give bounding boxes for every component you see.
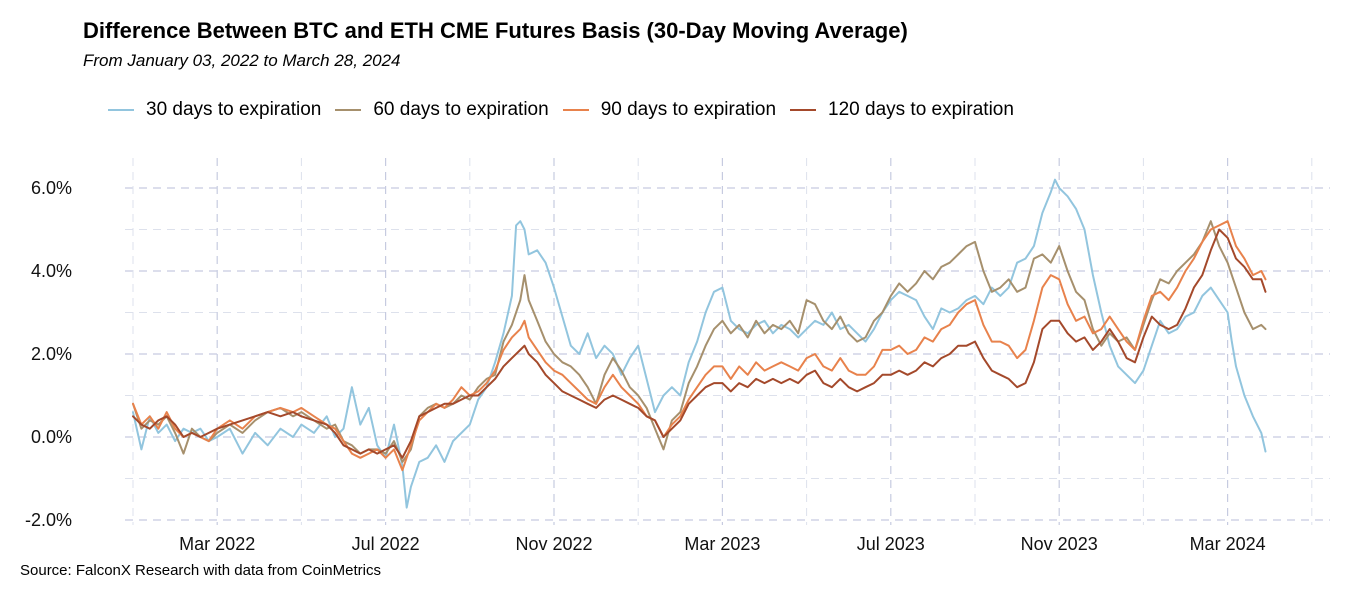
series-line-30-days (132, 178, 1267, 509)
y-tick-label: 6.0% (31, 178, 72, 198)
y-tick-label: 2.0% (31, 344, 72, 364)
x-tick-label: Mar 2023 (684, 534, 760, 554)
legend-item-30-days: 30 days to expiration (108, 99, 321, 121)
legend-swatch-60-days (335, 109, 362, 111)
x-tick-label: Mar 2024 (1190, 534, 1266, 554)
legend-label-120-days: 120 days to expiration (828, 99, 1014, 120)
axis-label-layer: -2.0% 0.0% 2.0% 4.0% 6.0% Mar 2022 Jul 2022 Nov… (25, 178, 1266, 554)
x-tick-label: Jul 2023 (857, 534, 925, 554)
y-tick-label: -2.0% (25, 510, 72, 530)
x-tick-label: Nov 2023 (1021, 534, 1098, 554)
chart-subtitle: From January 03, 2022 to March 28, 2024 (83, 51, 401, 70)
legend-swatch-30-days (108, 109, 134, 111)
legend-item-120-days: 120 days to expiration (790, 99, 1014, 121)
chart-legend: 30 days to expiration 60 days to expirat… (108, 99, 1028, 121)
series-line-90-days (132, 220, 1267, 472)
legend-label-30-days: 30 days to expiration (146, 99, 322, 120)
series-line-60-days (132, 220, 1267, 463)
legend-swatch-120-days (790, 109, 817, 111)
y-tick-label: 4.0% (31, 261, 72, 281)
chart-title: Difference Between BTC and ETH CME Futur… (83, 18, 908, 43)
y-tick-label: 0.0% (31, 427, 72, 447)
legend-label-60-days: 60 days to expiration (373, 99, 549, 120)
chart-source-note: Source: FalconX Research with data from … (20, 562, 381, 579)
legend-item-60-days: 60 days to expiration (335, 99, 549, 121)
x-tick-label: Jul 2022 (352, 534, 420, 554)
x-tick-label: Nov 2022 (515, 534, 592, 554)
legend-item-90-days: 90 days to expiration (562, 99, 777, 121)
series-layer (132, 178, 1267, 509)
x-tick-label: Mar 2022 (179, 534, 255, 554)
grid-layer (125, 158, 1330, 525)
legend-label-90-days: 90 days to expiration (600, 99, 777, 120)
series-line-120-days (132, 228, 1267, 459)
legend-swatch-90-days (562, 109, 589, 111)
